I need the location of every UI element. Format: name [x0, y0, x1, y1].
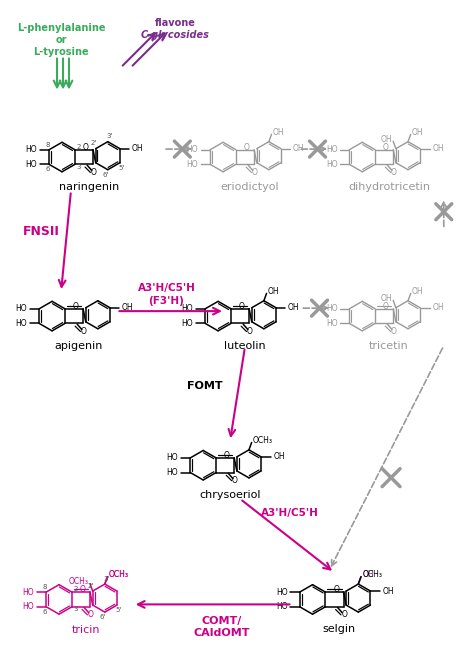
Text: OH: OH — [380, 135, 392, 144]
Text: OCH₃: OCH₃ — [69, 577, 89, 586]
Text: OH: OH — [268, 287, 280, 296]
Text: tricetin: tricetin — [369, 340, 409, 350]
Text: O: O — [73, 302, 79, 311]
Text: A3'H/C5'H: A3'H/C5'H — [137, 283, 195, 293]
Text: 8: 8 — [46, 142, 50, 148]
Text: HO: HO — [167, 468, 178, 477]
Text: O: O — [391, 327, 397, 336]
Text: HO: HO — [326, 145, 337, 154]
Text: COMT/: COMT/ — [202, 616, 242, 626]
Text: O: O — [244, 143, 250, 152]
Text: OCH₃: OCH₃ — [362, 570, 383, 579]
Text: O: O — [239, 302, 245, 311]
Text: A3'H/C5'H: A3'H/C5'H — [261, 508, 319, 518]
Text: OH: OH — [273, 452, 285, 462]
Text: naringenin: naringenin — [59, 182, 119, 192]
Text: HO: HO — [167, 454, 178, 462]
Text: HO: HO — [326, 319, 337, 328]
Text: O: O — [341, 610, 347, 619]
Text: HO: HO — [182, 319, 193, 328]
Text: OH: OH — [122, 303, 134, 312]
Text: L-tyrosine: L-tyrosine — [33, 47, 89, 57]
Text: flavone: flavone — [155, 18, 196, 28]
Text: CAldOMT: CAldOMT — [194, 628, 250, 638]
Text: L-phenylalanine: L-phenylalanine — [17, 23, 105, 33]
Text: O: O — [83, 143, 89, 152]
Text: O: O — [232, 476, 238, 485]
Text: (F3'H): (F3'H) — [148, 296, 184, 306]
Text: O: O — [383, 143, 389, 152]
Text: HO: HO — [187, 160, 198, 169]
Text: HO: HO — [26, 160, 37, 169]
Text: FNSII: FNSII — [23, 225, 60, 238]
Text: apigenin: apigenin — [55, 340, 103, 350]
Text: O: O — [80, 585, 86, 594]
Text: 3': 3' — [103, 575, 109, 581]
Text: 3: 3 — [73, 607, 78, 613]
Text: O: O — [247, 327, 253, 336]
Text: OH: OH — [383, 587, 394, 595]
Text: O: O — [91, 168, 97, 177]
Text: OH: OH — [412, 287, 424, 296]
Text: 3: 3 — [77, 164, 81, 170]
Text: or: or — [55, 35, 67, 45]
Text: HO: HO — [276, 602, 288, 611]
Text: OH: OH — [412, 128, 424, 137]
Text: 2: 2 — [77, 144, 81, 150]
Text: OH: OH — [432, 303, 444, 312]
Text: HO: HO — [23, 587, 34, 597]
Text: chrysoeriol: chrysoeriol — [199, 490, 261, 500]
Text: tricin: tricin — [72, 625, 100, 635]
Text: HO: HO — [326, 304, 337, 313]
Text: C-glycosides: C-glycosides — [141, 30, 210, 40]
Text: O: O — [88, 610, 94, 619]
Text: luteolin: luteolin — [224, 340, 266, 350]
Text: OH: OH — [288, 303, 300, 312]
Text: HO: HO — [182, 304, 193, 313]
Text: 2': 2' — [91, 141, 97, 147]
Text: 8: 8 — [43, 584, 47, 590]
Text: HO: HO — [326, 160, 337, 169]
Text: O: O — [333, 585, 339, 594]
Text: 5': 5' — [118, 165, 124, 171]
Text: 2': 2' — [88, 583, 94, 589]
Text: HO: HO — [16, 304, 27, 313]
Text: O: O — [224, 451, 230, 460]
Text: HO: HO — [23, 602, 34, 611]
Text: 6: 6 — [43, 609, 47, 615]
Text: OCH₃: OCH₃ — [109, 570, 129, 579]
Text: HO: HO — [276, 587, 288, 597]
Text: 2: 2 — [73, 586, 78, 592]
Text: 5': 5' — [115, 607, 121, 613]
Text: O: O — [391, 168, 397, 177]
Text: O: O — [252, 168, 258, 177]
Text: OCH₃: OCH₃ — [253, 436, 273, 445]
Text: eriodictyol: eriodictyol — [220, 182, 279, 192]
Text: FOMT: FOMT — [187, 381, 223, 391]
Text: 6': 6' — [100, 615, 106, 621]
Text: 6: 6 — [46, 166, 50, 172]
Text: 3': 3' — [106, 133, 112, 139]
Text: OCH₃: OCH₃ — [109, 570, 129, 579]
Text: OH: OH — [362, 570, 374, 579]
Text: OH: OH — [293, 144, 305, 153]
Text: O: O — [81, 327, 87, 336]
Text: HO: HO — [16, 319, 27, 328]
Text: OH: OH — [432, 144, 444, 153]
Text: OH: OH — [273, 128, 284, 137]
Text: dihydrotricetin: dihydrotricetin — [348, 182, 430, 192]
Text: 6': 6' — [102, 172, 109, 178]
Text: HO: HO — [187, 145, 198, 154]
Text: O: O — [383, 302, 389, 311]
Text: OH: OH — [132, 144, 144, 153]
Text: selgin: selgin — [323, 624, 356, 634]
Text: OH: OH — [380, 294, 392, 303]
Text: HO: HO — [26, 145, 37, 154]
